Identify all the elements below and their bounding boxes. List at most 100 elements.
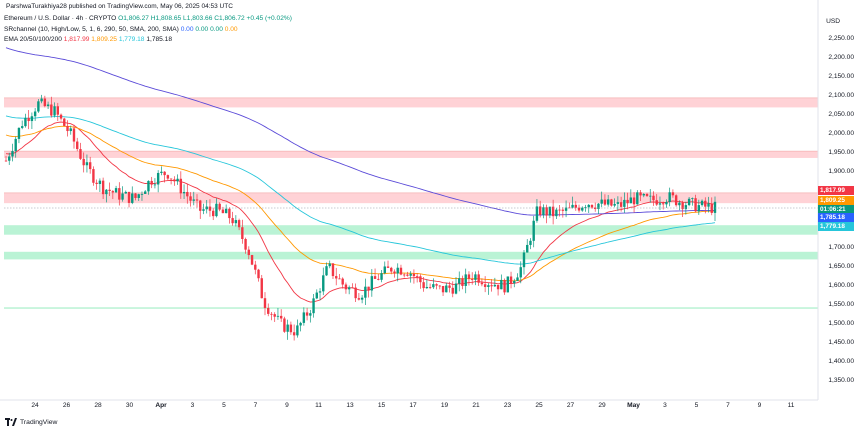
candle-body — [639, 192, 642, 196]
candle-body — [671, 192, 675, 196]
candle-body — [464, 274, 467, 286]
logo-text: TradingView — [20, 418, 58, 426]
candle-body — [441, 285, 445, 293]
candle-body — [4, 160, 8, 162]
candle-body — [380, 273, 383, 280]
tradingview-icon — [5, 418, 17, 426]
candle-body — [66, 125, 69, 132]
time-tick-label: 28 — [94, 402, 102, 409]
price-tag: 01:06:21 — [818, 205, 854, 214]
candle-body — [610, 199, 613, 206]
candle-body — [147, 180, 150, 192]
candle-body — [56, 106, 59, 115]
candle-body — [422, 282, 425, 289]
candle-body — [8, 156, 11, 161]
candle-body — [655, 200, 658, 205]
time-tick-label: 24 — [31, 402, 39, 409]
legend-srchannel-row[interactable]: SRchannel (10, High/Low, 5, 1, 6, 290, 5… — [4, 26, 238, 33]
candle-body — [335, 276, 338, 279]
candle-body — [390, 267, 393, 272]
candle-body — [496, 284, 500, 290]
candle-body — [105, 189, 108, 195]
srchannel-value: 0.00 — [210, 26, 223, 33]
candle-body — [257, 269, 260, 279]
candle-body — [137, 194, 140, 198]
currency-label[interactable]: USD — [826, 18, 840, 25]
time-tick-label: 15 — [377, 402, 386, 409]
time-tick-label: May — [627, 402, 640, 409]
candle-body — [208, 206, 212, 211]
candle-body — [707, 203, 710, 207]
candle-body — [260, 278, 263, 299]
legend-ema-row[interactable]: EMA 20/50/100/200 1,817.99 1,809.25 1,77… — [4, 36, 172, 43]
candle-body — [195, 199, 199, 201]
candle-body — [244, 239, 247, 250]
price-tick-label: 2,200.00 — [828, 54, 854, 61]
price-tick-label: 1,500.00 — [828, 320, 854, 327]
candle-body — [461, 278, 464, 286]
price-tick-label: 2,100.00 — [828, 92, 854, 99]
price-tick-label: 1,350.00 — [828, 377, 854, 384]
candle-body — [684, 205, 688, 210]
candle-body — [538, 206, 542, 216]
candle-body — [542, 207, 545, 216]
support-zone — [4, 307, 818, 309]
candle-body — [649, 195, 652, 197]
candle-body — [632, 197, 636, 205]
candle-body — [516, 277, 519, 281]
candle-body — [432, 284, 435, 288]
candle-body — [234, 220, 238, 224]
candle-body — [179, 178, 183, 194]
candle-body — [373, 276, 377, 279]
candle-body — [43, 98, 47, 107]
srchannel-value: 0.00 — [195, 26, 209, 33]
candle-body — [445, 285, 448, 293]
candle-body — [645, 193, 649, 196]
candle-body — [108, 189, 111, 192]
candle-body — [192, 199, 195, 201]
candle-body — [283, 318, 286, 332]
candle-body — [218, 203, 221, 210]
candle-body — [351, 287, 354, 289]
candle-body — [415, 276, 419, 277]
ohlc-high: H1,808.65 — [150, 15, 182, 22]
candle-body — [85, 162, 89, 166]
tradingview-logo[interactable]: TradingView — [5, 418, 57, 426]
sr-zones — [4, 97, 818, 309]
candle-body — [211, 210, 215, 217]
price-tag: 1,779.18 — [818, 222, 854, 231]
candle-body — [286, 324, 289, 332]
candle-body — [435, 284, 438, 286]
candle-body — [98, 180, 102, 184]
candle-body — [393, 271, 396, 274]
time-tick-label: 26 — [62, 402, 71, 409]
candle-body — [396, 267, 399, 274]
candle-body — [153, 184, 157, 186]
time-tick-label: 5 — [222, 402, 226, 409]
candle-body — [173, 179, 176, 182]
candle-body — [263, 298, 267, 308]
candle-body — [17, 127, 21, 139]
price-tick-label: 1,450.00 — [828, 339, 854, 346]
candle-body — [318, 291, 322, 293]
candle-body — [529, 240, 532, 245]
candle-body — [163, 171, 166, 176]
candle-body — [357, 298, 361, 300]
time-tick-label: 23 — [503, 402, 512, 409]
ema50-value: 1,809.25 — [91, 36, 117, 43]
candle-body — [296, 325, 299, 336]
candle-body — [241, 227, 244, 240]
time-tick-label: Apr — [155, 402, 167, 409]
candle-body — [309, 313, 312, 316]
candle-body — [79, 149, 82, 159]
candle-body — [587, 204, 590, 208]
symbol-name[interactable]: Ethereum / U.S. Dollar · 4h · CRYPTO — [4, 15, 117, 22]
candle-body — [606, 199, 610, 205]
time-tick-label: 9 — [285, 402, 289, 409]
candle-body — [412, 273, 416, 277]
candle-body — [14, 138, 17, 152]
candle-body — [92, 169, 95, 183]
candle-body — [267, 307, 270, 314]
ema-label: EMA 20/50/100/200 — [4, 36, 62, 43]
